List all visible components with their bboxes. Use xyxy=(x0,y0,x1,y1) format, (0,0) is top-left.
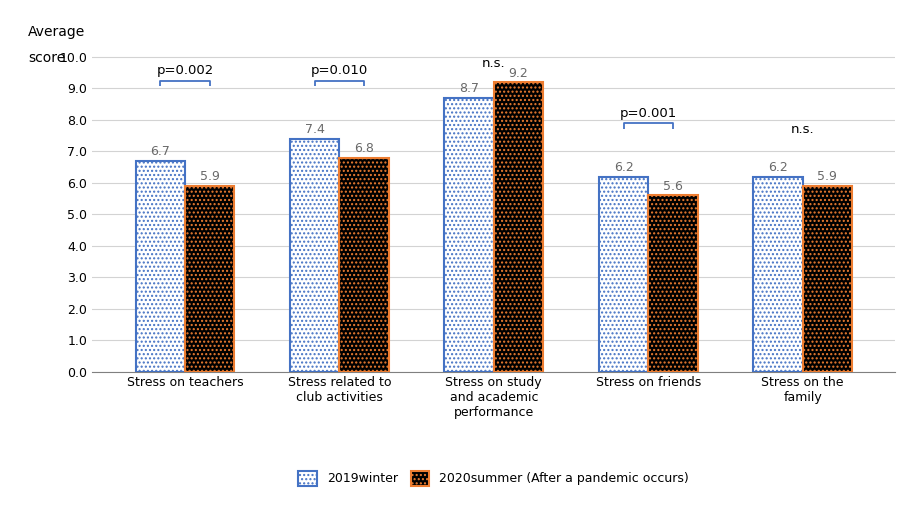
Text: 5.6: 5.6 xyxy=(663,180,683,193)
Text: p=0.010: p=0.010 xyxy=(311,64,368,77)
Text: 6.8: 6.8 xyxy=(354,142,374,155)
Bar xyxy=(494,82,544,372)
Text: n.s.: n.s. xyxy=(482,57,506,70)
Text: 9.2: 9.2 xyxy=(509,67,528,79)
Bar xyxy=(648,196,698,372)
Text: Average: Average xyxy=(28,25,85,39)
Bar xyxy=(753,176,803,372)
Text: 6.7: 6.7 xyxy=(150,146,170,158)
Text: 5.9: 5.9 xyxy=(199,170,220,184)
Text: 8.7: 8.7 xyxy=(459,83,479,95)
Text: 6.2: 6.2 xyxy=(768,161,788,174)
Text: n.s.: n.s. xyxy=(791,123,814,136)
Bar xyxy=(136,161,185,372)
Bar xyxy=(340,158,389,372)
Bar xyxy=(444,98,494,372)
Bar xyxy=(803,186,852,372)
Text: p=0.001: p=0.001 xyxy=(619,107,677,120)
Bar xyxy=(185,186,234,372)
Text: 7.4: 7.4 xyxy=(305,123,325,136)
Text: p=0.002: p=0.002 xyxy=(156,64,213,77)
Bar xyxy=(599,176,648,372)
Legend: 2019winter, 2020summer (After a pandemic occurs): 2019winter, 2020summer (After a pandemic… xyxy=(294,465,694,491)
Text: 6.2: 6.2 xyxy=(614,161,633,174)
Text: 5.9: 5.9 xyxy=(818,170,837,184)
Bar xyxy=(290,139,340,372)
Text: score: score xyxy=(28,51,66,65)
